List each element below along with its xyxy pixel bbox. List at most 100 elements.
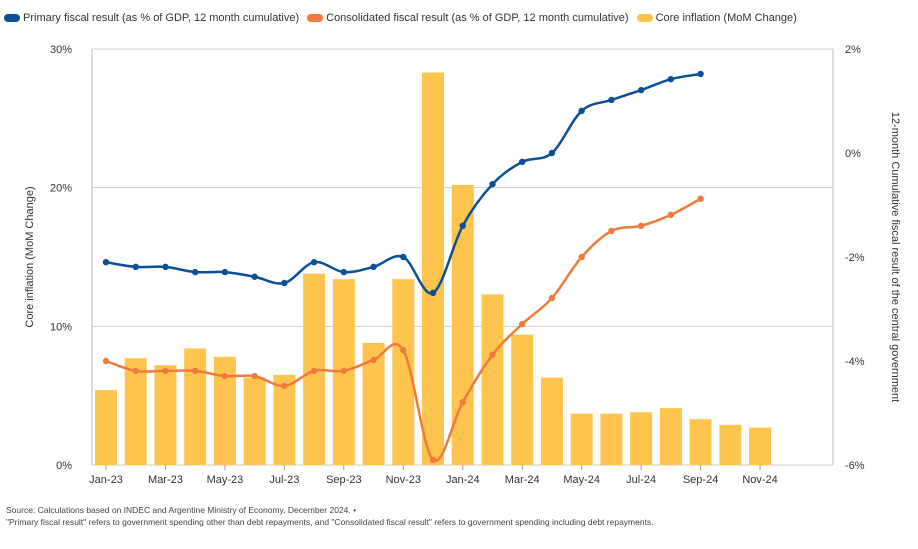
x-tick-label: Jul-23 <box>269 474 299 486</box>
point-primary-fiscal-result <box>162 263 169 271</box>
bar-core-inflation <box>273 374 296 465</box>
y-tick-label-right: -2% <box>845 252 865 264</box>
point-primary-fiscal-result <box>132 263 139 271</box>
legend-swatch-core-inflation <box>636 14 653 22</box>
bar-core-inflation <box>749 427 772 465</box>
legend-swatch-consolidated <box>307 14 324 22</box>
y-tick-label-right: 2% <box>845 44 861 56</box>
y-axis-label-left: Core inflation (MoM Change) <box>24 186 36 327</box>
point-consolidated-fiscal-result <box>251 372 258 380</box>
definition-note: "Primary fiscal result" refers to govern… <box>6 517 654 527</box>
line-primary-fiscal-result <box>105 72 701 295</box>
bar-core-inflation <box>392 279 415 465</box>
point-consolidated-fiscal-result <box>221 372 229 380</box>
x-tick-label: Jan-23 <box>89 474 123 486</box>
x-tick-label: Mar-23 <box>148 474 183 486</box>
bar-core-inflation <box>184 348 207 465</box>
y-axis-label-right: 12-month Cumulative fiscal result of the… <box>889 112 901 402</box>
point-consolidated-fiscal-result <box>400 346 407 354</box>
y-tick-label-left: 10% <box>50 321 72 333</box>
point-consolidated-fiscal-result <box>667 211 675 219</box>
bar-core-inflation <box>481 294 504 465</box>
legend-item-core-inflation: Core inflation (MoM Change) <box>636 12 797 24</box>
point-consolidated-fiscal-result <box>519 320 526 328</box>
point-consolidated-fiscal-result <box>489 351 496 358</box>
bar-core-inflation <box>95 390 117 465</box>
legend-item-primary: Primary fiscal result (as % of GDP, 12 m… <box>4 12 299 24</box>
chart-footer: Source: Calculations based on INDEC and … <box>6 504 654 528</box>
point-consolidated-fiscal-result <box>697 195 704 202</box>
point-primary-fiscal-result <box>221 268 229 276</box>
point-consolidated-fiscal-result <box>310 367 318 375</box>
x-tick-label: Sep-24 <box>683 474 718 486</box>
point-consolidated-fiscal-result <box>102 357 110 365</box>
x-tick-label: Nov-23 <box>386 474 421 486</box>
point-consolidated-fiscal-result <box>281 382 288 390</box>
point-consolidated-fiscal-result <box>429 456 437 463</box>
point-consolidated-fiscal-result <box>459 398 466 406</box>
point-primary-fiscal-result <box>191 268 199 276</box>
x-tick-label: Sep-23 <box>326 474 361 486</box>
bar-core-inflation <box>154 365 177 465</box>
bar-core-inflation <box>243 377 266 465</box>
point-consolidated-fiscal-result <box>191 367 199 375</box>
point-primary-fiscal-result <box>459 222 466 229</box>
line-consolidated-fiscal-result <box>105 197 702 463</box>
source-note: Source: Calculations based on INDEC and … <box>6 505 357 515</box>
y-tick-label-left: 0% <box>56 460 72 472</box>
point-primary-fiscal-result <box>281 279 288 287</box>
point-consolidated-fiscal-result <box>340 367 348 375</box>
bar-core-inflation <box>570 413 593 465</box>
point-consolidated-fiscal-result <box>132 367 139 375</box>
y-tick-label-right: 0% <box>845 148 861 160</box>
point-primary-fiscal-result <box>489 181 496 188</box>
bar-core-inflation <box>511 334 534 465</box>
y-tick-label-left: 20% <box>50 183 72 195</box>
point-consolidated-fiscal-result <box>548 294 556 302</box>
chart-legend: Primary fiscal result (as % of GDP, 12 m… <box>4 12 797 24</box>
bar-core-inflation <box>540 377 563 465</box>
point-primary-fiscal-result <box>400 253 407 261</box>
point-consolidated-fiscal-result <box>370 356 377 364</box>
point-consolidated-fiscal-result <box>608 227 615 235</box>
y-tick-label-left: 30% <box>50 44 72 56</box>
legend-label-core-inflation: Core inflation (MoM Change) <box>655 12 797 24</box>
point-primary-fiscal-result <box>667 75 675 83</box>
x-tick-label: Jul-24 <box>626 474 656 486</box>
x-tick-label: May-24 <box>563 474 600 486</box>
point-primary-fiscal-result <box>429 289 437 297</box>
point-primary-fiscal-result <box>340 268 348 276</box>
point-consolidated-fiscal-result <box>162 367 169 375</box>
legend-label-consolidated: Consolidated fiscal result (as % of GDP,… <box>326 12 629 24</box>
point-primary-fiscal-result <box>697 70 704 78</box>
point-primary-fiscal-result <box>310 259 318 266</box>
bar-core-inflation <box>422 72 445 465</box>
x-tick-label: Nov-24 <box>742 474 777 486</box>
legend-swatch-primary <box>4 14 20 22</box>
point-primary-fiscal-result <box>102 259 110 266</box>
bar-core-inflation <box>124 358 147 465</box>
point-consolidated-fiscal-result <box>637 222 645 229</box>
point-primary-fiscal-result <box>548 149 556 157</box>
y-tick-label-right: -4% <box>845 356 865 368</box>
bar-core-inflation <box>600 413 623 465</box>
bar-core-inflation <box>689 419 712 465</box>
point-primary-fiscal-result <box>608 96 615 104</box>
bar-core-inflation <box>719 424 742 465</box>
legend-label-primary: Primary fiscal result (as % of GDP, 12 m… <box>23 12 300 24</box>
point-primary-fiscal-result <box>578 107 585 115</box>
point-consolidated-fiscal-result <box>578 253 585 261</box>
bar-core-inflation <box>362 342 385 465</box>
bar-core-inflation <box>659 408 682 465</box>
x-tick-label: May-23 <box>207 474 244 486</box>
x-tick-label: Mar-24 <box>505 474 540 486</box>
point-primary-fiscal-result <box>519 158 526 166</box>
legend-item-consolidated: Consolidated fiscal result (as % of GDP,… <box>307 12 629 24</box>
point-primary-fiscal-result <box>370 263 377 271</box>
bar-core-inflation <box>630 412 653 465</box>
point-primary-fiscal-result <box>637 86 645 94</box>
point-primary-fiscal-result <box>251 273 258 280</box>
bar-core-inflation <box>213 356 236 465</box>
y-tick-label-right: -6% <box>845 460 865 472</box>
